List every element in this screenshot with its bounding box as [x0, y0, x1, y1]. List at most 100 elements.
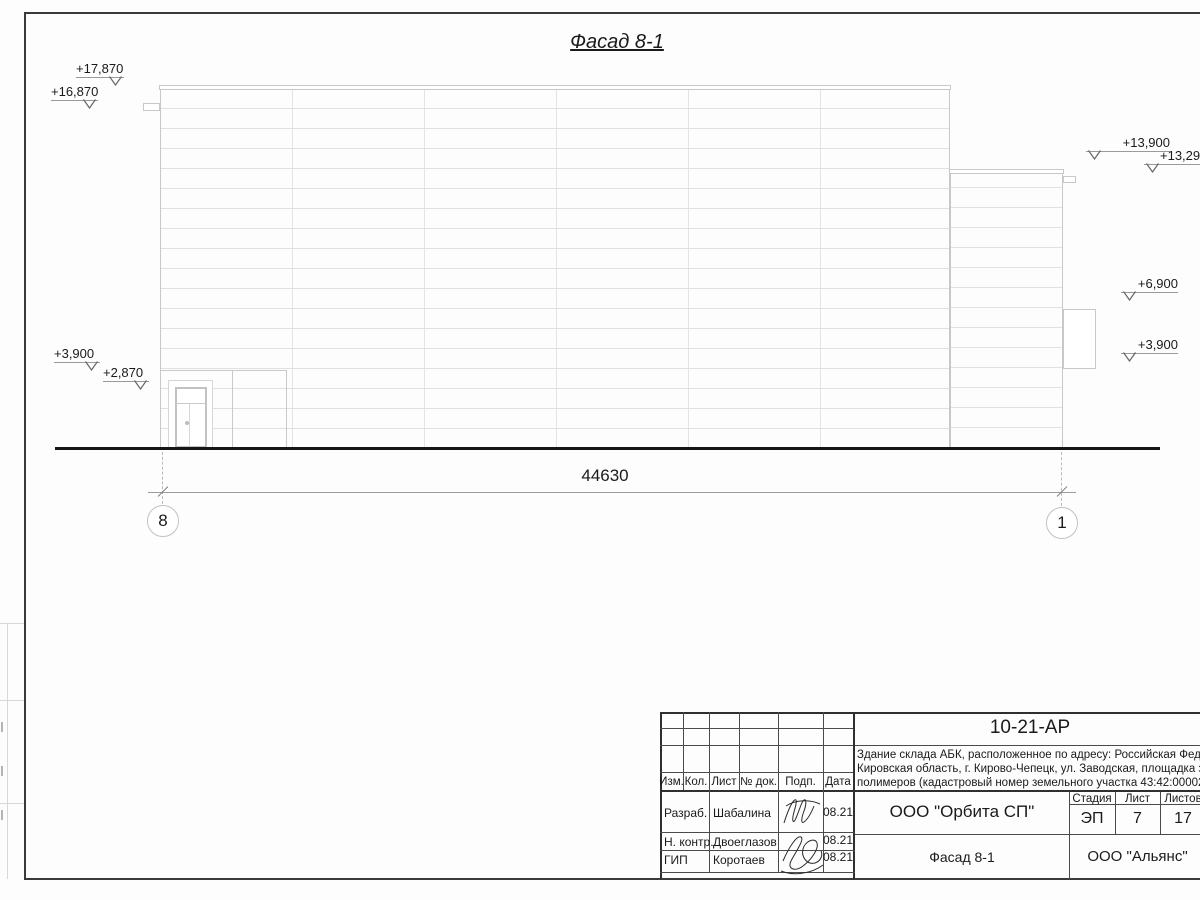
level-arrow-icon [1123, 291, 1136, 301]
name-ncontrol: Двоеглазов [713, 835, 777, 849]
project-description-line3: полимеров (кадастровый номер земельного … [857, 777, 1200, 789]
elevation-mark: +16,870 [51, 84, 99, 109]
margin-text-mark [1, 766, 3, 776]
level-arrow-icon [109, 76, 122, 86]
titleblock-line [660, 772, 853, 773]
side-gallery [1063, 309, 1096, 369]
dimension-value: 44630 [581, 466, 629, 485]
sheets-total: 17 [1174, 810, 1192, 827]
rev-header-data: Дата [825, 776, 851, 788]
client-org: ООО "Альянс" [1087, 848, 1188, 865]
sheets-label: Листов [1164, 793, 1200, 805]
elevation-label: +3,900 [54, 346, 100, 363]
titleblock-line [778, 712, 779, 873]
elevation-mark: +2,870 [103, 365, 149, 390]
elevation-label: +13,900 [1086, 135, 1170, 152]
titleblock-line [1070, 804, 1200, 805]
titleblock-line [1069, 792, 1070, 879]
frame-bottom [24, 878, 1200, 880]
door-mullion [189, 404, 190, 447]
titleblock-border [660, 790, 1200, 792]
date-ncontrol: 08.21 [823, 833, 854, 847]
document-code: 10-21-АР [989, 717, 1071, 738]
level-arrow-icon [134, 380, 147, 390]
titleblock-border [660, 712, 1200, 714]
stage-value: ЭП [1080, 810, 1104, 827]
page-title: Фасад 8-1 [570, 31, 664, 53]
level-arrow-icon [1123, 352, 1136, 362]
elevation-mark: +3,900 [54, 346, 100, 371]
margin-text-mark [1, 810, 3, 820]
role-gip: ГИП [664, 853, 688, 867]
titleblock-line [1115, 792, 1116, 834]
titleblock-line [739, 712, 740, 790]
titleblock-border [853, 712, 855, 879]
roof-tab-right [1063, 176, 1076, 183]
titleblock-line [660, 850, 855, 851]
level-arrow-icon [85, 361, 98, 371]
elevation-label: +6,900 [1121, 276, 1178, 293]
titleblock-line [660, 832, 855, 833]
rev-header-doc: № док. [740, 776, 777, 788]
titleblock-line [683, 712, 684, 790]
extension-line-right [1061, 452, 1062, 506]
sheet-number: 7 [1133, 810, 1142, 827]
level-arrow-icon [1088, 150, 1101, 160]
sheet-title: Фасад 8-1 [929, 849, 995, 865]
rev-header-izm: Изм. [659, 776, 684, 788]
design-org: ООО "Орбита СП" [889, 802, 1035, 821]
titleblock-line [709, 712, 710, 873]
elevation-mark: +17,870 [76, 61, 124, 86]
signature-developer [783, 799, 821, 824]
project-description-line2: Кировская область, г. Кирово-Чепецк, ул.… [857, 763, 1200, 775]
titleblock-line [823, 712, 824, 873]
name-developer: Шабалина [713, 806, 771, 820]
titleblock-line [660, 745, 853, 746]
elevation-label: +16,870 [51, 84, 99, 101]
margin-line [0, 623, 24, 624]
elevation-label: +2,870 [103, 365, 149, 382]
titleblock-line [855, 834, 1200, 835]
titleblock-line [855, 745, 1200, 746]
porch-edge [286, 370, 287, 448]
stage-label: Стадия [1072, 793, 1112, 805]
titleblock-line [660, 872, 855, 873]
roof-tab-left [143, 103, 160, 111]
role-ncontrol: Н. контр. [664, 835, 714, 849]
dimension-line [148, 492, 1076, 493]
elevation-label: +3,900 [1121, 337, 1178, 354]
level-arrow-icon [83, 99, 96, 109]
project-description-line1: Здание склада АБК, расположенное по адре… [857, 749, 1200, 761]
signature-ncontrol-gip [780, 836, 824, 875]
date-developer: 08.21 [823, 805, 854, 819]
sheet-label: Лист [1125, 793, 1150, 805]
frame-top [24, 12, 1200, 14]
rev-header-kol: Кол. [684, 776, 708, 788]
elevation-mark: +3,900 [1121, 337, 1178, 362]
titleblock-line [1160, 792, 1161, 834]
frame-left [24, 12, 26, 880]
axis-bubble-8: 8 [147, 505, 179, 537]
titleblock-border [660, 712, 662, 879]
elevation-mark: +13,900 [1086, 135, 1170, 160]
margin-text-mark [1, 722, 3, 732]
date-gip: 08.21 [823, 850, 854, 864]
building-main-facade [160, 89, 950, 448]
margin-line [7, 623, 8, 879]
rev-header-list: Лист [711, 776, 737, 788]
rev-header-podp: Подп. [785, 776, 816, 788]
extension-line-left [162, 452, 163, 504]
elevation-label: +17,870 [76, 61, 124, 78]
building-low-facade [950, 173, 1063, 448]
level-arrow-icon [1146, 163, 1159, 173]
elevation-mark: +13,295 [1144, 148, 1200, 173]
ground-line [55, 447, 1160, 450]
porch-edge [232, 370, 233, 448]
axis-bubble-1: 1 [1046, 507, 1078, 539]
titleblock-line [660, 728, 853, 729]
margin-line [0, 700, 24, 701]
entrance-door [175, 387, 207, 448]
canopy-line [160, 370, 287, 371]
role-developer: Разраб. [664, 806, 708, 820]
